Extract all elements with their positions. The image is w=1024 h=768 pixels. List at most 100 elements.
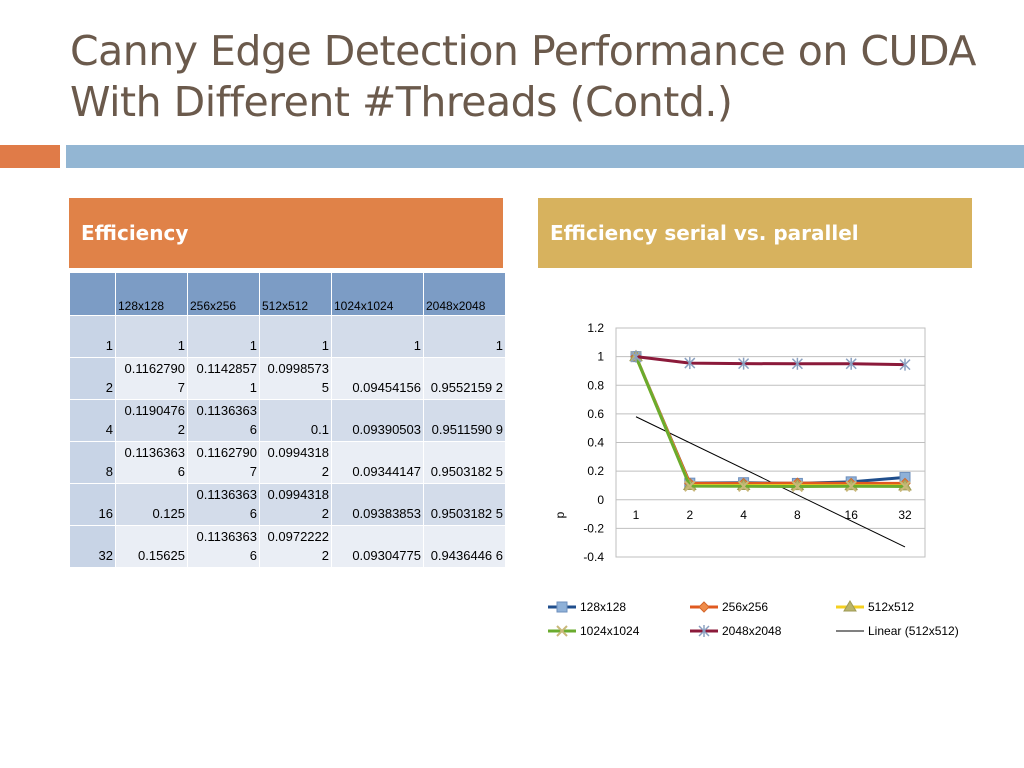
table-cell: 0.09985735 <box>259 357 332 400</box>
chart-legend: 128x128 256x256 512x512 1024x1024 2048x2048 L… <box>548 600 959 638</box>
table-cell: 1 <box>423 315 506 358</box>
chart-series-512x512 <box>629 349 912 491</box>
table-row: 4 0.11904762 0.11363636 0.1 0.09390503 0.9511… <box>69 399 506 442</box>
table-cell: 0.9436446 6 <box>423 525 506 568</box>
table-cell: 1 <box>115 315 188 358</box>
efficiency-comparison-header-box: Efficiency serial vs. parallel <box>538 198 972 268</box>
table-row-header-cell: 1 <box>69 315 116 358</box>
efficiency-header-box: Efficiency <box>69 198 503 268</box>
chart-legend-label: Linear (512x512) <box>868 624 959 638</box>
table-cell: 0.15625 <box>115 525 188 568</box>
table-cell: 0.09943182 <box>259 441 332 484</box>
chart-legend-item: 2048x2048 <box>690 624 782 638</box>
page-title: Canny Edge Detection Performance on CUDA… <box>70 27 976 126</box>
chart-point <box>899 480 911 493</box>
chart-legend-item: Linear (512x512) <box>836 624 959 638</box>
chart-series-256x256 <box>630 350 911 490</box>
chart-y-tick-label: 0.2 <box>587 464 604 478</box>
chart-point <box>737 480 750 493</box>
chart-point <box>791 357 803 370</box>
table-cell: 0.11627907 <box>115 357 188 400</box>
chart-x-tick-label: 8 <box>794 508 801 522</box>
table-cell: 0.09454156 <box>331 357 424 400</box>
chart-x-tick-label: 2 <box>686 508 693 522</box>
chart-series-line <box>635 355 906 367</box>
table-cell: 0.11904762 <box>115 399 188 442</box>
chart-legend-label: 1024x1024 <box>580 624 640 638</box>
chart-series-2048x2048 <box>630 350 911 371</box>
chart-point <box>698 625 710 637</box>
table-row-header-cell: 16 <box>69 483 116 526</box>
chart-series-line <box>634 356 906 488</box>
chart-legend-label: 128x128 <box>580 600 626 614</box>
chart-series-line <box>634 356 905 485</box>
chart-y-axis-label: p <box>553 511 567 518</box>
table-cell: 0.9503182 5 <box>423 441 506 484</box>
chart-x-tick-label: 4 <box>740 508 747 522</box>
efficiency-comparison-header-label: Efficiency serial vs. parallel <box>550 221 859 245</box>
chart-y-tick-label: 1.2 <box>587 321 604 335</box>
chart-legend-label: 2048x2048 <box>722 624 782 638</box>
table-cell: 0.9552159 2 <box>423 357 506 400</box>
efficiency-table: 128x128 256x256 512x512 1024x1024 2048x2… <box>69 272 506 568</box>
table-cell: 1 <box>259 315 332 358</box>
chart-y-tick-label: -0.2 <box>583 521 604 535</box>
table-header-cell: 2048x2048 <box>423 272 506 316</box>
chart-y-tick-label: 0 <box>597 493 604 507</box>
chart-point <box>698 601 710 613</box>
accent-bar-orange <box>0 145 60 168</box>
table-cell: 0.09383853 <box>331 483 424 526</box>
chart-point <box>899 358 911 371</box>
table-cell: 0.11363636 <box>187 483 260 526</box>
table-cell: 0.09344147 <box>331 441 424 484</box>
table-header-cell: 256x256 <box>187 272 260 316</box>
chart-x-tick-label: 16 <box>845 508 859 522</box>
chart-series-1024x1024 <box>630 350 911 493</box>
chart-y-tick-label: 0.6 <box>587 407 604 421</box>
table-cell: 1 <box>331 315 424 358</box>
table-cell: 0.09390503 <box>331 399 424 442</box>
chart-series <box>629 349 912 548</box>
chart-series-line <box>634 356 906 485</box>
chart-y-tick-label: 0.8 <box>587 378 604 392</box>
chart-point <box>845 357 857 370</box>
table-row: 8 0.11363636 0.11627907 0.09943182 0.0934414… <box>69 441 506 484</box>
table-cell: 0.11627907 <box>187 441 260 484</box>
table-cell: 0.1 <box>259 399 332 442</box>
table-cell: 0.11428571 <box>187 357 260 400</box>
table-header-cell: 512x512 <box>259 272 332 316</box>
chart-point <box>684 480 696 492</box>
chart-x-tick-labels: 1 2 4 8 16 32 <box>633 508 912 522</box>
efficiency-line-chart: 1.2 1 0.8 0.6 0.4 0.2 0 -0.2 -0.4 1 2 4 8 16 32 p 128… <box>548 321 959 638</box>
chart-y-tick-label: 0.4 <box>587 436 604 450</box>
chart-legend-item: 128x128 <box>548 600 626 614</box>
table-cell: 0.125 <box>115 483 188 526</box>
chart-legend-item: 512x512 <box>836 600 914 614</box>
accent-bar-blue <box>66 145 1024 168</box>
table-cell: 0.09943182 <box>259 483 332 526</box>
chart-series-line <box>634 356 906 488</box>
chart-series-128x128 <box>630 351 911 489</box>
table-cell: 0.9511590 9 <box>423 399 506 442</box>
chart-point <box>845 480 857 493</box>
table-cell: 0.11363636 <box>187 525 260 568</box>
chart-y-tick-labels: 1.2 1 0.8 0.6 0.4 0.2 0 -0.2 -0.4 <box>583 321 604 564</box>
table-cell: 0.11363636 <box>115 441 188 484</box>
table-header-row: 128x128 256x256 512x512 1024x1024 2048x2… <box>69 272 506 316</box>
chart-point <box>791 480 804 493</box>
table-cell: 0.11363636 <box>187 399 260 442</box>
chart-point <box>556 601 568 613</box>
chart-point <box>843 600 857 612</box>
table-header-cell: 128x128 <box>115 272 188 316</box>
table-row-header-cell: 4 <box>69 399 116 442</box>
table-cell: 1 <box>187 315 260 358</box>
chart-x-tick-label: 1 <box>633 508 640 522</box>
table-row-header-cell: 32 <box>69 525 116 568</box>
chart-point <box>630 350 642 363</box>
table-cell: 0.9503182 5 <box>423 483 506 526</box>
chart-point <box>738 357 750 370</box>
chart-legend-item: 1024x1024 <box>548 624 640 638</box>
table-cell: 0.09722222 <box>259 525 332 568</box>
table-row-header-cell: 8 <box>69 441 116 484</box>
efficiency-header-label: Efficiency <box>81 221 189 245</box>
